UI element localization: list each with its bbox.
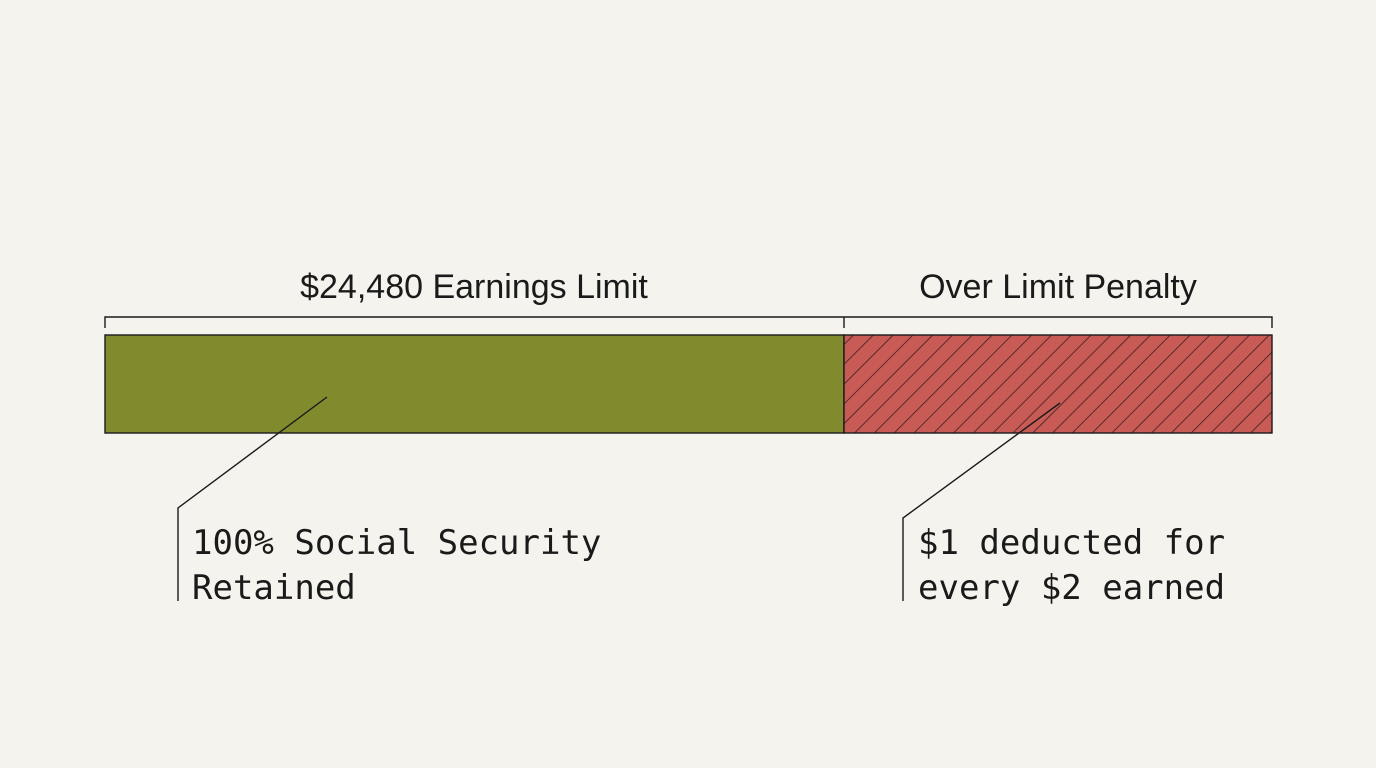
note-line: Retained bbox=[192, 568, 356, 608]
bracket bbox=[104, 316, 1273, 328]
note-line: every $2 earned bbox=[918, 568, 1225, 608]
leader-line bbox=[902, 402, 1061, 601]
note-line: $1 deducted for bbox=[918, 523, 1225, 563]
segment-label: Over Limit Penalty bbox=[919, 268, 1197, 306]
limit-segment bbox=[104, 334, 845, 434]
segment-label: $24,480 Earnings Limit bbox=[300, 268, 648, 306]
penalty-segment bbox=[843, 334, 1273, 434]
leader-line bbox=[177, 396, 328, 601]
brackets bbox=[104, 316, 1273, 328]
note-line: 100% Social Security bbox=[192, 523, 601, 563]
